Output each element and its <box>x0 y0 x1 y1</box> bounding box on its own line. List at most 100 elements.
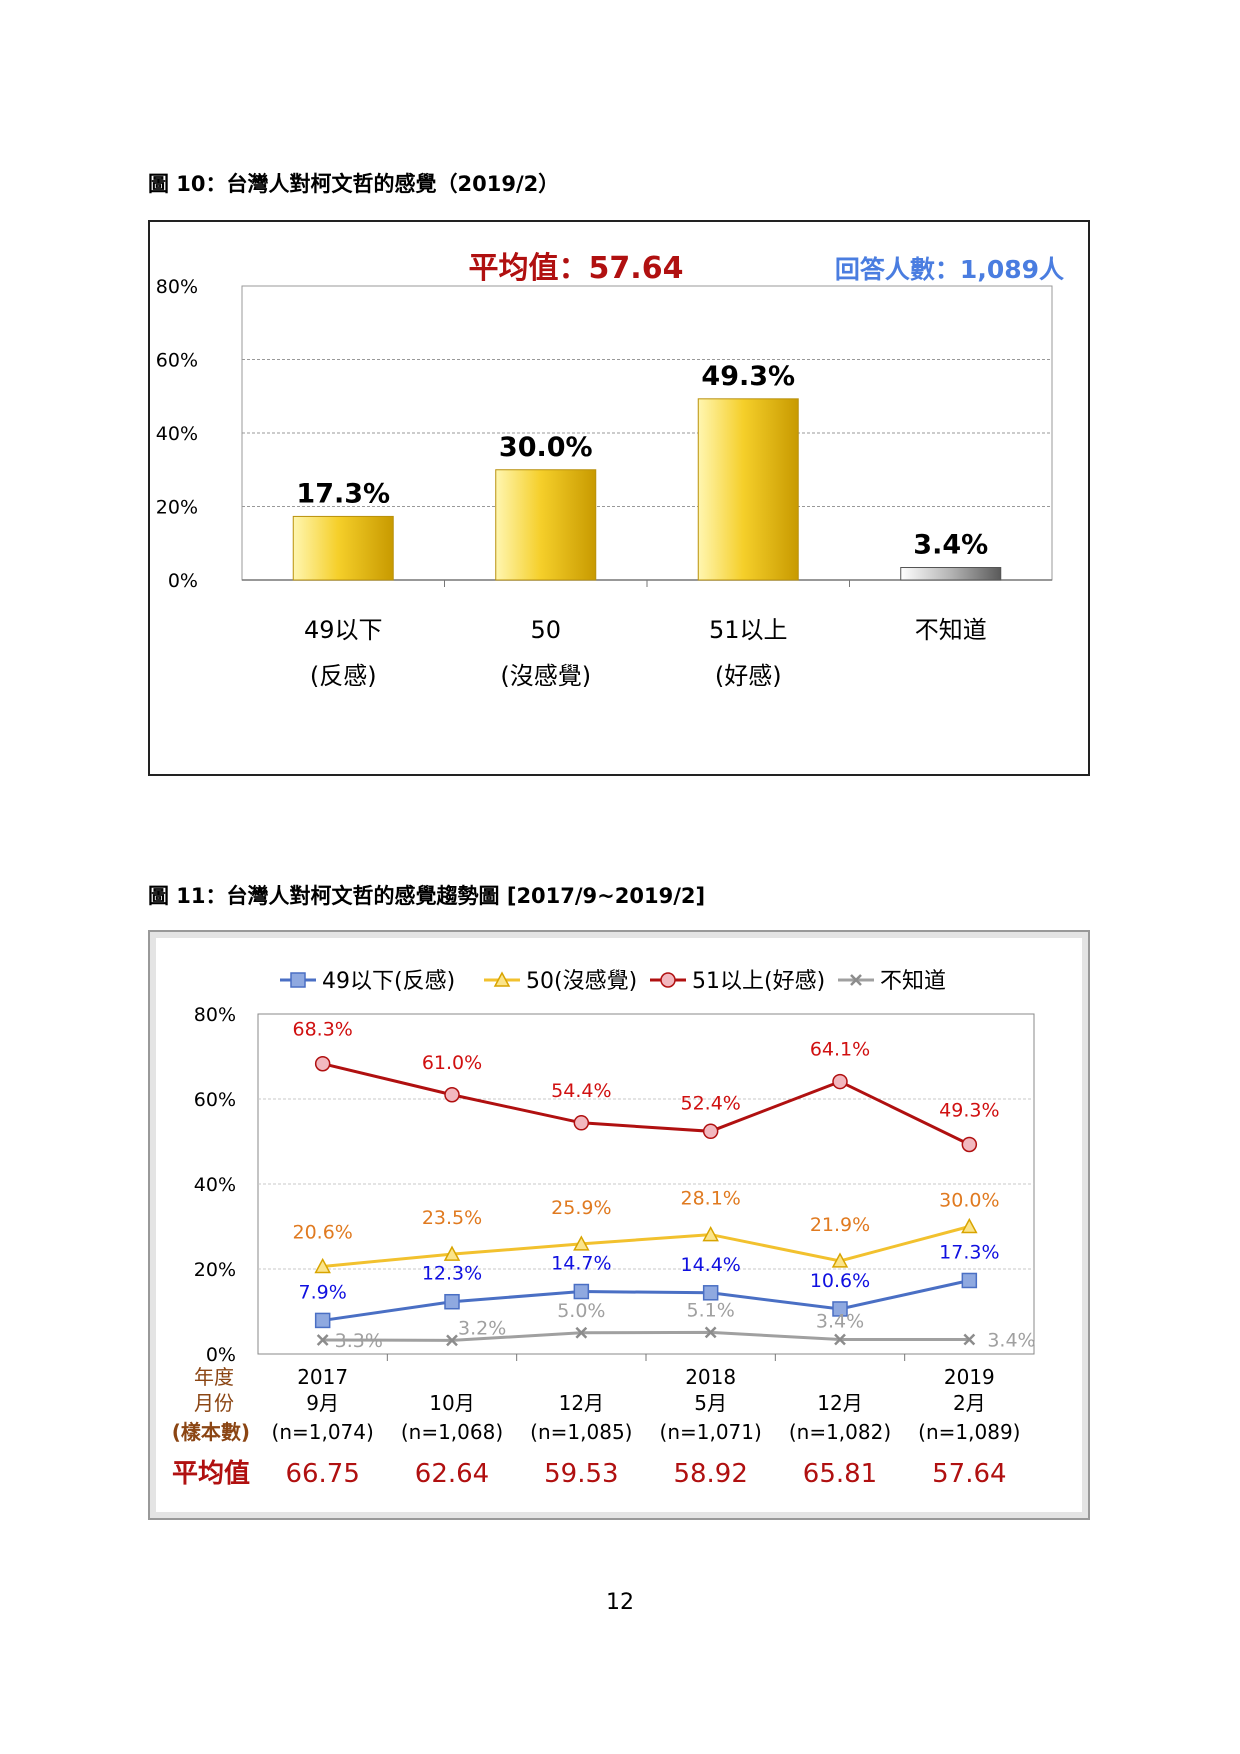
x-sample-label: (n=1,074) <box>272 1420 374 1444</box>
bar-value-label: 30.0% <box>499 432 593 463</box>
figure-11-title: 圖 11：台灣人對柯文哲的感覺趨勢圖 [2017/9~2019/2] <box>148 884 706 908</box>
data-label: 12.3% <box>422 1263 482 1285</box>
x-year-label: 2018 <box>685 1365 736 1389</box>
y-tick-label: 80% <box>194 1004 236 1026</box>
data-label: 5.1% <box>687 1299 735 1321</box>
x-month-label: 12月 <box>817 1391 862 1415</box>
mean-value: 57.64 <box>932 1459 1006 1489</box>
data-point-marker <box>444 1087 460 1103</box>
data-point-marker <box>314 1055 331 1072</box>
y-tick-label: 0% <box>168 570 198 592</box>
data-point-marker <box>831 1252 849 1268</box>
figure-10-title: 圖 10：台灣人對柯文哲的感覺（2019/2） <box>148 172 560 196</box>
mean-value: 66.75 <box>285 1459 359 1489</box>
data-label: 64.1% <box>810 1039 870 1061</box>
x-sample-label: (n=1,068) <box>401 1420 503 1444</box>
x-category-sublabel: (反感) <box>310 662 377 690</box>
x-sample-label: (n=1,085) <box>530 1420 632 1444</box>
data-point-marker <box>573 1283 590 1300</box>
data-point-marker <box>443 1245 461 1261</box>
data-label: 5.0% <box>557 1300 605 1322</box>
legend-label: 不知道 <box>880 969 946 994</box>
x-sample-label: (n=1,082) <box>789 1420 891 1444</box>
y-tick-label: 80% <box>156 276 198 298</box>
series-line <box>322 1062 970 1146</box>
data-point-marker <box>834 1333 846 1346</box>
data-label: 7.9% <box>299 1281 347 1303</box>
x-month-label: 2月 <box>953 1391 986 1415</box>
row-label-year: 年度 <box>194 1365 234 1389</box>
data-label: 3.3% <box>335 1330 383 1352</box>
series-line <box>322 1225 970 1268</box>
data-label: 3.4% <box>987 1330 1035 1352</box>
mean-value: 58.92 <box>673 1459 747 1489</box>
data-label: 49.3% <box>939 1099 999 1121</box>
data-label: 68.3% <box>292 1019 352 1041</box>
data-point-marker <box>702 1225 719 1242</box>
data-point-marker <box>573 1115 590 1131</box>
x-category-label: 51以上 <box>709 616 788 644</box>
data-point-marker <box>660 972 676 988</box>
data-point-marker <box>290 972 306 988</box>
x-month-label: 12月 <box>559 1391 604 1415</box>
row-label-mean: 平均值 <box>172 1459 250 1489</box>
y-tick-label: 0% <box>206 1344 236 1366</box>
figure-10-bar-chart: 平均值：57.64 回答人數：1,089人 0% 20% 40% 60% 80% 17.3… <box>156 251 1064 690</box>
mean-value: 65.81 <box>803 1459 877 1489</box>
legend-label: 50(沒感覺) <box>526 969 637 994</box>
data-point-marker <box>446 1334 458 1347</box>
data-point-marker <box>704 1326 717 1339</box>
y-tick-label: 60% <box>194 1089 236 1111</box>
row-label-sample: (樣本數) <box>172 1420 250 1444</box>
legend-label: 51以上(好感) <box>692 969 825 994</box>
data-point-marker <box>832 1301 848 1317</box>
mean-value: 62.64 <box>415 1459 489 1489</box>
data-point-marker <box>961 1272 978 1289</box>
data-point-marker <box>850 974 862 986</box>
data-label: 30.0% <box>939 1190 999 1212</box>
x-category-label: 不知道 <box>915 616 987 644</box>
data-label: 54.4% <box>551 1080 611 1102</box>
data-label: 14.4% <box>680 1254 740 1276</box>
data-point-marker <box>832 1073 848 1090</box>
y-tick-label: 40% <box>156 423 198 445</box>
series-line <box>322 1279 970 1322</box>
data-label: 20.6% <box>292 1221 352 1243</box>
data-label: 61.0% <box>422 1052 482 1074</box>
data-point-marker <box>314 1312 331 1329</box>
bar <box>900 567 1002 581</box>
bar-value-label: 17.3% <box>296 478 390 509</box>
data-point-marker <box>573 1235 590 1251</box>
data-point-marker <box>316 1334 329 1346</box>
y-tick-label: 60% <box>156 350 198 372</box>
bar-value-label: 3.4% <box>913 530 988 561</box>
data-label: 10.6% <box>810 1270 870 1292</box>
figure-10-box: 平均值：57.64 回答人數：1,089人 0% 20% 40% 60% 80% 17.3… <box>148 220 1090 776</box>
data-label: 3.4% <box>816 1311 864 1333</box>
bar <box>495 469 597 581</box>
data-point-marker <box>314 1257 331 1274</box>
x-category-label: 49以下 <box>304 616 383 644</box>
bar <box>292 515 394 581</box>
data-point-marker <box>961 1217 978 1234</box>
data-label: 14.7% <box>551 1253 611 1275</box>
y-tick-label: 20% <box>194 1259 236 1281</box>
mean-value-label: 平均值：57.64 <box>469 251 684 286</box>
y-tick-label: 20% <box>156 497 198 519</box>
x-year-label: 2019 <box>944 1365 995 1389</box>
x-category-label: 50 <box>530 616 561 644</box>
x-category-sublabel: (沒感覺) <box>500 662 591 690</box>
data-label: 25.9% <box>551 1197 611 1219</box>
x-month-label: 9月 <box>306 1391 339 1415</box>
data-point-marker <box>493 971 511 987</box>
bar <box>697 398 799 581</box>
y-tick-label: 40% <box>194 1174 236 1196</box>
x-sample-label: (n=1,071) <box>660 1420 762 1444</box>
data-point-marker <box>961 1136 978 1153</box>
respondents-count-label: 回答人數：1,089人 <box>835 255 1064 284</box>
x-month-label: 5月 <box>694 1391 727 1415</box>
x-year-label: 2017 <box>297 1365 348 1389</box>
data-label: 23.5% <box>422 1207 482 1229</box>
page-number: 12 <box>606 1590 634 1615</box>
bar-value-label: 49.3% <box>701 361 795 392</box>
